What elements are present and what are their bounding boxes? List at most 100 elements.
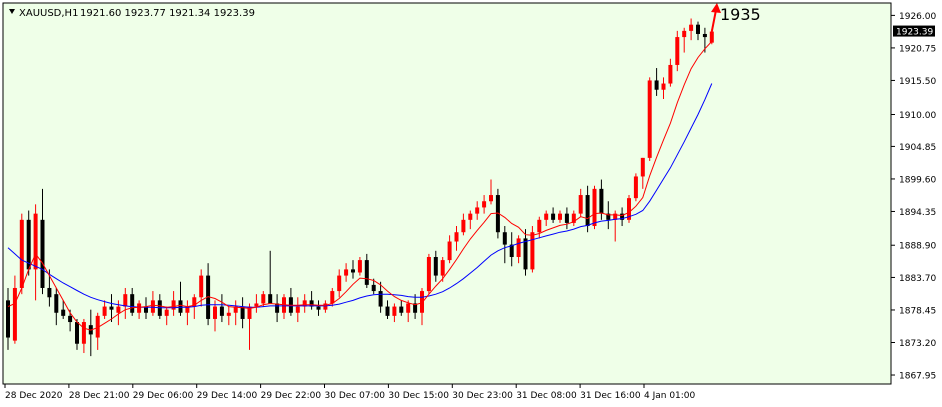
candle-body [150, 300, 155, 313]
candle-body [357, 260, 362, 273]
price-tick-label: 1926.00 [899, 12, 936, 22]
candle-body [606, 213, 611, 220]
candle-body [302, 300, 307, 307]
candle-body [233, 306, 238, 313]
candle-body [654, 80, 659, 90]
price-axis: 1926.00 1920.75 1915.50 1910.00 1904.85 1899.… [891, 12, 936, 382]
candle-body [247, 306, 252, 319]
candle-body [199, 275, 204, 298]
candle-body [185, 306, 190, 313]
candle-body [482, 201, 487, 208]
time-tick-label: 29 Dec 06:00 [133, 391, 194, 401]
candle-body [337, 275, 342, 292]
candle-body [226, 312, 231, 316]
time-tick-label: 30 Dec 15:00 [388, 391, 449, 401]
candle-body [627, 198, 631, 220]
candle-body [240, 306, 245, 319]
price-tick-label: 1888.90 [899, 242, 936, 252]
candle-body [261, 294, 266, 304]
candle-body [295, 306, 300, 313]
candle-body [613, 213, 618, 220]
forecast-arrow [710, 3, 721, 32]
chart-symbol-title: XAUUSD,H1 [19, 8, 78, 19]
plot-border [2, 2, 892, 385]
candle-body [213, 306, 217, 319]
candle-body [178, 300, 183, 313]
candle-body [530, 232, 535, 270]
chart-menu-triangle-icon[interactable] [9, 9, 15, 14]
candle-body [696, 24, 700, 34]
candle-body [323, 303, 328, 310]
time-tick-label: 28 Dec 21:00 [69, 391, 130, 401]
price-tick-label: 1899.60 [899, 175, 936, 185]
candle-body [675, 37, 680, 65]
price-tick-label: 1873.20 [899, 339, 936, 349]
candle-body [123, 294, 128, 307]
time-tick-label: 28 Dec 2020 [5, 391, 63, 401]
candle-body [399, 306, 404, 313]
candle-body [47, 287, 52, 298]
candle-body [392, 306, 397, 316]
candle-body [551, 213, 556, 220]
candle-body [116, 306, 121, 313]
candle-body [109, 306, 114, 310]
price-tick-label: 1920.75 [899, 44, 936, 54]
candle-body [661, 83, 666, 90]
candle-body [164, 309, 169, 316]
candle-body [571, 213, 576, 223]
price-tick-label: 1894.35 [899, 208, 936, 218]
time-axis-area [3, 384, 891, 407]
candle-body [81, 322, 86, 344]
candle-body [489, 195, 493, 202]
candle-body [537, 219, 542, 233]
candle-body [516, 238, 521, 257]
candle-body [578, 195, 583, 214]
candle-body [475, 207, 480, 214]
candle-body [585, 195, 590, 227]
time-tick-label: 31 Dec 16:00 [580, 391, 641, 401]
candle-body [61, 309, 66, 316]
candle-body [633, 176, 638, 199]
candle-body [454, 232, 459, 242]
candle-body [682, 30, 687, 38]
candle-body [130, 294, 135, 313]
candle-body [68, 315, 73, 323]
time-tick-label: 29 Dec 22:00 [261, 391, 322, 401]
candle-body [219, 306, 224, 316]
candle-body [447, 241, 452, 261]
candle-body [171, 300, 176, 310]
candle-body [12, 287, 17, 341]
candle-body [640, 157, 645, 177]
current-price-tag: 1923.39 [893, 25, 935, 38]
time-tick-label: 4 Jan 01:00 [644, 391, 696, 401]
time-tick-label: 30 Dec 23:00 [452, 391, 513, 401]
candle-body [592, 188, 597, 227]
candle-body [316, 306, 321, 310]
candle-body [689, 24, 694, 31]
candle-body [647, 80, 652, 158]
candle-body [468, 213, 473, 220]
price-tick-label: 1878.45 [899, 306, 936, 316]
current-price-label: 1923.39 [896, 28, 933, 38]
candle-body [364, 260, 369, 285]
time-axis: 28 Dec 2020 28 Dec 21:00 29 Dec 06:00 29 De… [4, 384, 696, 401]
candle-body [440, 260, 445, 276]
candle-body [558, 213, 562, 220]
chart-ohlc-header: 1921.60 1923.77 1921.34 1923.39 [80, 8, 255, 19]
candle-body [95, 315, 100, 338]
price-tick-label: 1915.50 [899, 77, 936, 87]
price-tick-label: 1883.70 [899, 274, 936, 284]
candle-body [33, 213, 38, 270]
candle-body [544, 213, 549, 220]
time-tick-label: 30 Dec 07:00 [325, 391, 386, 401]
candle-body [54, 294, 59, 313]
candle-body [709, 31, 714, 43]
candle-body [192, 297, 197, 307]
time-tick-label: 29 Dec 14:00 [197, 391, 258, 401]
candle-body [378, 291, 383, 307]
forecast-arrow-shaft [710, 9, 717, 32]
candle-body [702, 33, 707, 38]
candle-body [206, 275, 211, 319]
